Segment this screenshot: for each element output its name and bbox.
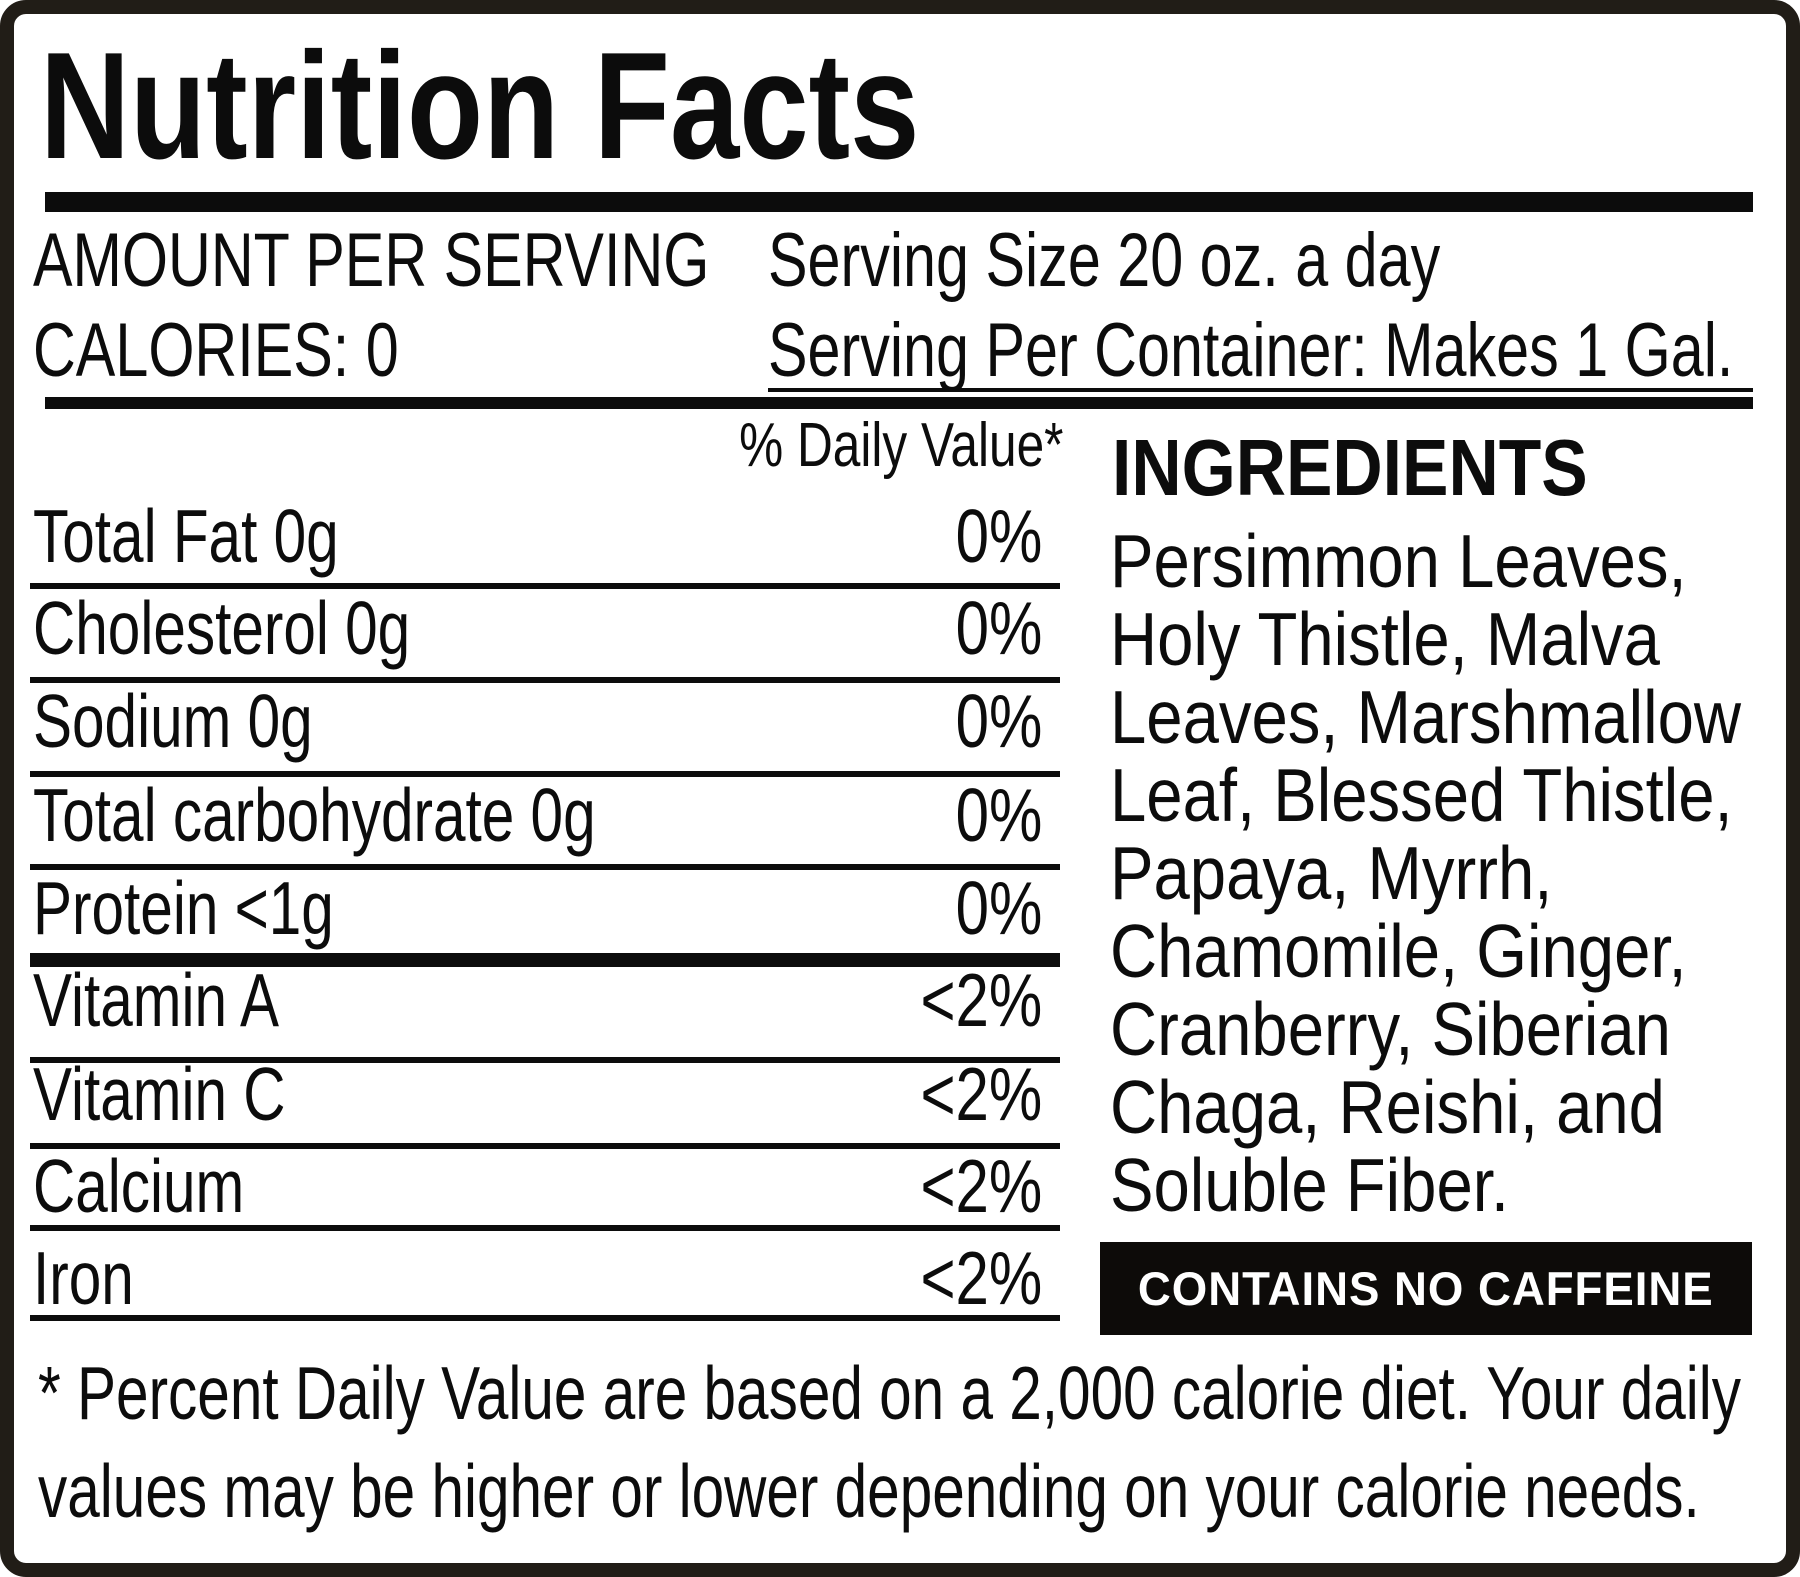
nutrient-value: <2%	[920, 958, 1042, 1042]
nutrient-value: <2%	[920, 1236, 1042, 1320]
serving-size-label: Serving Size 20 oz. a day	[768, 218, 1441, 303]
row-divider	[30, 1057, 1060, 1063]
nutrient-name: Protein <1g	[33, 866, 334, 950]
nutrient-value: <2%	[920, 1052, 1042, 1136]
row-divider	[30, 864, 1060, 870]
nutrient-name: Calcium	[33, 1144, 245, 1228]
nutrient-value: 0%	[955, 773, 1042, 857]
ingredient-line: Holy Thistle, Malva	[1110, 597, 1660, 681]
ingredient-line: Soluble Fiber.	[1110, 1143, 1509, 1227]
amount-per-serving-label: AMOUNT PER SERVING	[33, 218, 710, 303]
nutrient-name: Vitamin C	[33, 1052, 286, 1136]
ingredient-line: Chaga, Reishi, and	[1110, 1065, 1665, 1149]
section-divider-thick	[30, 953, 1060, 967]
ingredient-line: Cranberry, Siberian	[1110, 987, 1671, 1071]
nutrient-name: Sodium 0g	[33, 679, 313, 763]
nutrient-name: Total carbohydrate 0g	[33, 773, 596, 857]
nutrient-value: 0%	[955, 494, 1042, 578]
daily-value-header: % Daily Value*	[738, 411, 1063, 480]
row-divider	[30, 771, 1060, 777]
no-caffeine-badge-text: CONTAINS NO CAFFEINE	[1138, 1262, 1714, 1315]
row-divider	[30, 1225, 1060, 1231]
footnote-line-1: * Percent Daily Value are based on a 2,0…	[38, 1351, 1742, 1435]
nutrient-name: Iron	[33, 1236, 134, 1320]
nutrient-value: 0%	[955, 679, 1042, 763]
row-divider	[30, 677, 1060, 683]
title-divider	[45, 192, 1753, 212]
ingredient-line: Papaya, Myrrh,	[1110, 831, 1553, 915]
no-caffeine-badge: CONTAINS NO CAFFEINE	[1100, 1242, 1752, 1335]
nutrient-name: Total Fat 0g	[33, 494, 339, 578]
ingredient-line: Persimmon Leaves,	[1110, 519, 1687, 603]
nutrient-name: Vitamin A	[33, 958, 280, 1042]
ingredients-heading: INGREDIENTS	[1112, 423, 1588, 512]
nutrient-value: <2%	[920, 1144, 1042, 1228]
ingredient-line: Leaf, Blessed Thistle,	[1110, 753, 1733, 837]
calories-label: CALORIES: 0	[33, 308, 399, 393]
page-title: Nutrition Facts	[40, 30, 1112, 182]
row-divider	[30, 583, 1060, 589]
header-divider	[45, 397, 1753, 409]
row-divider	[30, 1315, 1060, 1321]
nutrient-name: Cholesterol 0g	[33, 586, 411, 670]
nutrient-value: 0%	[955, 866, 1042, 950]
title-text: Nutrition Facts	[40, 21, 920, 191]
ingredients-list: Persimmon Leaves, Holy Thistle, Malva Le…	[1110, 522, 1800, 1224]
footnote-line-2: values may be higher or lower depending …	[38, 1449, 1700, 1533]
ingredient-line: Leaves, Marshmallow	[1110, 675, 1741, 759]
nutrient-value: 0%	[955, 586, 1042, 670]
row-divider	[30, 1143, 1060, 1149]
servings-per-container-label: Serving Per Container: Makes 1 Gal.	[768, 308, 1734, 393]
serving-info-underline	[768, 388, 1753, 392]
ingredient-line: Chamomile, Ginger,	[1110, 909, 1687, 993]
